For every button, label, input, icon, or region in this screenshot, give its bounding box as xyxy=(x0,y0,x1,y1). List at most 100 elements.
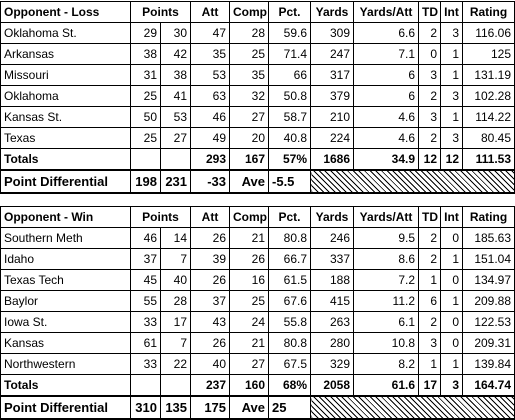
table-row: Kansas 61 7 26 21 80.8 280 10.8 3 0 209.31 xyxy=(0,332,515,354)
totals-cell xyxy=(159,148,192,171)
stat-cell: 47 xyxy=(190,22,231,44)
header-opponent: Opponent - Loss xyxy=(0,1,131,23)
opponent-cell: Oklahoma xyxy=(0,85,131,107)
stat-cell: 27 xyxy=(159,127,192,149)
header-opponent: Opponent - Win xyxy=(0,206,131,228)
stat-cell: 1 xyxy=(440,43,464,65)
opponent-cell: Texas Tech xyxy=(0,269,131,291)
stat-cell: 0 xyxy=(440,227,464,249)
stat-cell: 10.8 xyxy=(353,332,420,354)
stat-cell: 43 xyxy=(190,311,231,333)
totals-cell xyxy=(130,374,161,397)
stat-cell: 46 xyxy=(190,106,231,128)
stat-cell: 61 xyxy=(130,332,161,354)
stat-cell: 6 xyxy=(353,64,420,86)
stat-cell: 27 xyxy=(229,353,270,375)
stat-cell: 33 xyxy=(130,311,161,333)
differential-label: Point Differential xyxy=(0,169,131,194)
totals-cell: 68% xyxy=(268,374,312,397)
stat-cell: 53 xyxy=(190,64,231,86)
stat-cell: 6.6 xyxy=(353,22,420,44)
stat-cell: 280 xyxy=(310,332,355,354)
points-for: 310 xyxy=(130,395,161,420)
stat-cell: 80.45 xyxy=(462,127,515,149)
stat-cell: 317 xyxy=(310,64,355,86)
totals-label: Totals xyxy=(0,374,131,397)
stat-cell: 379 xyxy=(310,85,355,107)
header-cell: Pct. xyxy=(268,206,312,228)
opponent-cell: Iowa St. xyxy=(0,311,131,333)
stat-cell: 35 xyxy=(190,43,231,65)
table-row: Missouri 31 38 53 35 66 317 6 3 1 131.19 xyxy=(0,64,515,86)
table-row: Texas 25 27 49 20 40.8 224 4.6 2 3 80.45 xyxy=(0,127,515,149)
totals-label: Totals xyxy=(0,148,131,171)
stat-cell: 247 xyxy=(310,43,355,65)
header-cell: Att xyxy=(190,1,231,23)
opponent-cell: Arkansas xyxy=(0,43,131,65)
ave-value: 25 xyxy=(268,395,312,420)
stat-cell: 131.19 xyxy=(462,64,515,86)
stat-cell: 1 xyxy=(418,269,442,291)
stat-cell: 27 xyxy=(229,106,270,128)
header-cell: TD xyxy=(418,1,442,23)
point-diff: 175 xyxy=(190,395,231,420)
stat-cell: 66.7 xyxy=(268,248,312,270)
stat-cell: 8.6 xyxy=(353,248,420,270)
stat-cell: 139.84 xyxy=(462,353,515,375)
stat-cell: 6.1 xyxy=(353,311,420,333)
stat-cell: 2 xyxy=(418,127,442,149)
stat-cell: 7.1 xyxy=(353,43,420,65)
table-row: Northwestern 33 22 40 27 67.5 329 8.2 1 1 139.84 xyxy=(0,353,515,375)
stat-cell: 16 xyxy=(229,269,270,291)
stat-cell: 46 xyxy=(130,227,161,249)
stat-cell: 210 xyxy=(310,106,355,128)
stat-cell: 151.04 xyxy=(462,248,515,270)
stat-cell: 26 xyxy=(190,269,231,291)
stat-cell: 35 xyxy=(229,64,270,86)
opponent-cell: Texas xyxy=(0,127,131,149)
stat-cell: 39 xyxy=(190,248,231,270)
loss-table: Opponent - Loss Points Att Comp Pct. Yards Yar… xyxy=(0,1,515,194)
stat-cell: 40 xyxy=(190,353,231,375)
stat-cell: 49 xyxy=(190,127,231,149)
stat-cell: 40 xyxy=(159,269,192,291)
stat-cell: 38 xyxy=(159,64,192,86)
header-cell: Rating xyxy=(462,206,515,228)
stat-cell: 2 xyxy=(418,227,442,249)
ave-value: -5.5 xyxy=(268,169,312,194)
stat-cell: 1 xyxy=(418,353,442,375)
header-points: Points xyxy=(129,1,192,23)
table-row: Arkansas 38 42 35 25 71.4 247 7.1 0 1 125 xyxy=(0,43,515,65)
stat-cell: 55 xyxy=(130,290,161,312)
differential-row: Point Differential 310 135 175 Ave 25 xyxy=(0,395,515,420)
stat-cell: 337 xyxy=(310,248,355,270)
table-row: Kansas St. 50 53 46 27 58.7 210 4.6 3 1 114.22 xyxy=(0,106,515,128)
opponent-cell: Kansas St. xyxy=(0,106,131,128)
stat-cell: 53 xyxy=(159,106,192,128)
stat-cell: 71.4 xyxy=(268,43,312,65)
stat-cell: 415 xyxy=(310,290,355,312)
stat-cell: 58.7 xyxy=(268,106,312,128)
stat-cell: 1 xyxy=(440,64,464,86)
point-diff: -33 xyxy=(190,169,231,194)
ave-label: Ave xyxy=(229,395,270,420)
totals-cell xyxy=(130,148,161,171)
win-table: Opponent - Win Points Att Comp Pct. Yards Yard… xyxy=(0,206,515,420)
totals-cell: 57% xyxy=(268,148,312,171)
totals-cell: 160 xyxy=(229,374,270,397)
points-against: 231 xyxy=(159,169,192,194)
stat-cell: 2 xyxy=(418,85,442,107)
totals-cell: 12 xyxy=(418,148,442,171)
stat-cell: 80.8 xyxy=(268,332,312,354)
totals-cell: 34.9 xyxy=(353,148,420,171)
stat-cell: 116.06 xyxy=(462,22,515,44)
stat-cell: 21 xyxy=(229,227,270,249)
table-row: Southern Meth 46 14 26 21 80.8 246 9.5 2 0 185.63 xyxy=(0,227,515,249)
stat-cell: 329 xyxy=(310,353,355,375)
stat-cell: 3 xyxy=(440,22,464,44)
table-row: Iowa St. 33 17 43 24 55.8 263 6.1 2 0 122.53 xyxy=(0,311,515,333)
header-cell: Pct. xyxy=(268,1,312,23)
hatched-fill xyxy=(310,395,515,420)
header-cell: TD xyxy=(418,206,442,228)
